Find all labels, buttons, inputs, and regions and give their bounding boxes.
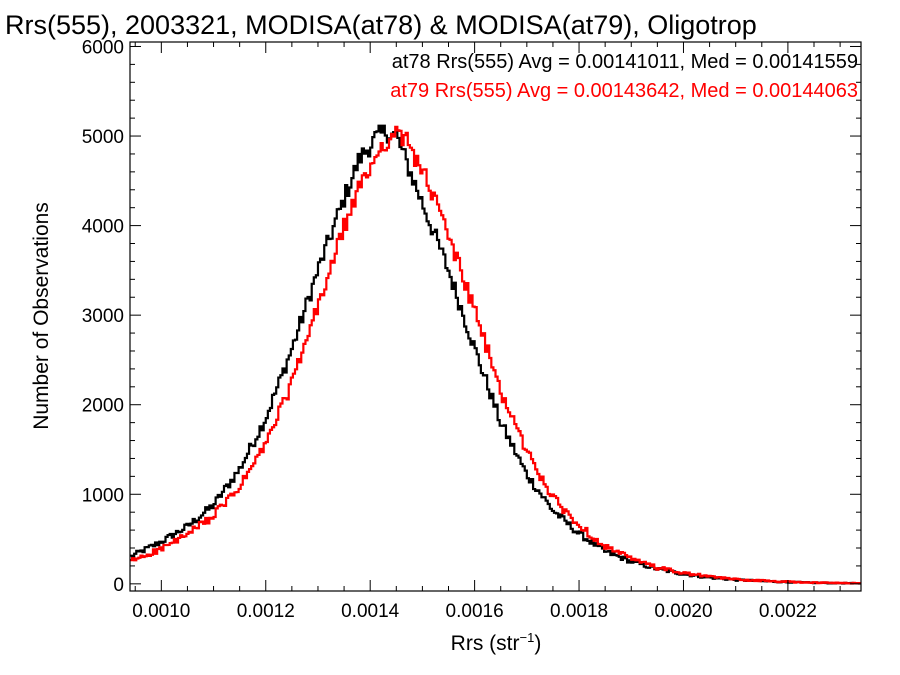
series-line-at79 (130, 125, 861, 585)
y-tick-label: 3000 (82, 306, 124, 327)
legend-entry-at79: at79 Rrs(555) Avg = 0.00143642, Med = 0.… (390, 80, 858, 102)
plot-frame (129, 41, 862, 592)
x-axis-label-close: ) (534, 632, 541, 655)
y-tick-label: 6000 (82, 37, 124, 58)
x-axis-label: Rrs (str−1) (451, 630, 542, 655)
x-tick-label: 0.0014 (341, 601, 400, 622)
series-line-at78 (130, 124, 861, 585)
x-axis-label-superscript: −1 (520, 630, 535, 645)
x-tick-label: 0.0022 (759, 601, 817, 622)
y-tick-label: 2000 (82, 396, 124, 417)
y-axis-label: Number of Observations (30, 202, 53, 430)
y-tick-label: 5000 (82, 127, 124, 148)
series-layer (130, 124, 861, 585)
x-tick-label: 0.0018 (550, 601, 608, 622)
y-tick-label: 4000 (82, 217, 124, 238)
x-tick-label: 0.0012 (237, 601, 295, 622)
axis-ticks: 0.0010 0.0012 0.0014 0.0016 0.0018 0.0020 0.00… (82, 37, 861, 622)
legend-entry-at78: at78 Rrs(555) Avg = 0.00141011, Med = 0.… (392, 51, 858, 73)
x-tick-label: 0.0010 (132, 601, 190, 622)
x-tick-label: 0.0016 (446, 601, 504, 622)
y-tick-label: 1000 (82, 485, 124, 506)
y-tick-label: 0 (113, 575, 124, 596)
x-axis-label-main: Rrs (str (451, 632, 520, 655)
x-tick-label: 0.0020 (654, 601, 712, 622)
chart-title: Rrs(555), 2003321, MODISA(at78) & MODISA… (5, 10, 757, 40)
